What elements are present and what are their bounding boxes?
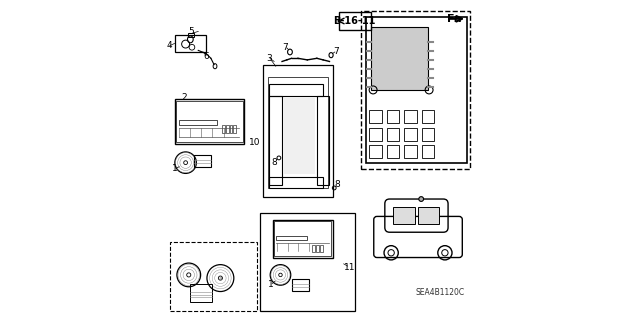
Bar	[273, 219, 333, 257]
Text: 11: 11	[344, 263, 356, 271]
Bar	[222, 125, 225, 133]
Text: 10: 10	[250, 137, 261, 147]
Bar	[339, 12, 371, 30]
Bar	[226, 125, 228, 133]
Bar	[404, 128, 417, 141]
Bar	[369, 145, 382, 158]
Bar	[176, 101, 243, 142]
Text: 7: 7	[333, 48, 339, 56]
Bar	[269, 84, 323, 96]
Bar	[371, 27, 428, 90]
Bar	[387, 128, 399, 141]
Bar	[393, 207, 415, 224]
Bar	[284, 98, 316, 174]
Bar	[369, 128, 382, 141]
Bar	[316, 245, 319, 252]
Bar	[234, 125, 236, 133]
Text: 4: 4	[167, 41, 173, 50]
Bar	[230, 125, 232, 133]
Text: 2: 2	[181, 93, 187, 102]
Text: 7: 7	[282, 43, 288, 52]
Bar	[361, 11, 470, 169]
Text: 1: 1	[268, 280, 274, 289]
Bar	[320, 245, 323, 252]
Bar	[274, 221, 331, 256]
Bar	[193, 155, 211, 167]
Bar	[422, 128, 434, 141]
Bar	[366, 17, 467, 163]
Bar	[404, 110, 417, 123]
Text: Fr.: Fr.	[447, 14, 462, 24]
Text: B-16-11: B-16-11	[333, 16, 376, 26]
Text: 8: 8	[335, 180, 340, 189]
Bar	[276, 236, 307, 240]
Bar	[268, 77, 328, 188]
Bar	[404, 145, 417, 158]
Bar	[175, 34, 206, 52]
Text: 6: 6	[204, 52, 209, 61]
Bar	[312, 245, 315, 252]
Bar	[179, 120, 217, 125]
Text: SEA4B1120C: SEA4B1120C	[415, 288, 465, 297]
Bar	[170, 242, 257, 311]
Text: 5: 5	[188, 27, 194, 36]
Text: a: a	[219, 276, 222, 281]
Bar	[292, 279, 309, 291]
Text: 3: 3	[266, 54, 272, 63]
Bar	[175, 100, 244, 144]
Bar	[317, 96, 330, 185]
Text: 1: 1	[172, 165, 177, 174]
Ellipse shape	[419, 197, 424, 201]
Bar	[422, 110, 434, 123]
Bar	[260, 213, 355, 311]
Bar	[263, 65, 333, 197]
Bar	[269, 96, 282, 185]
Bar	[369, 110, 382, 123]
Text: 8: 8	[271, 158, 277, 167]
Bar	[190, 285, 212, 302]
Bar	[188, 33, 193, 37]
Bar	[422, 145, 434, 158]
Bar	[387, 110, 399, 123]
Bar	[387, 145, 399, 158]
Bar	[418, 207, 438, 224]
Bar	[269, 177, 323, 188]
